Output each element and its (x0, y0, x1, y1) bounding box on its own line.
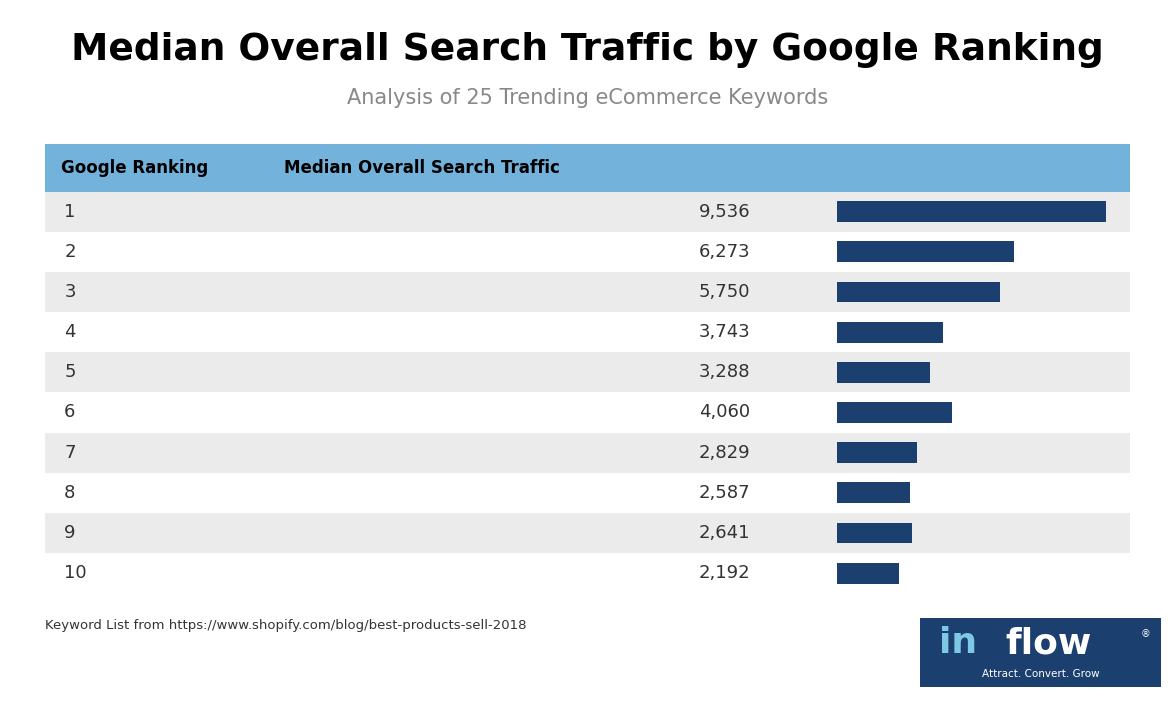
Text: 7: 7 (65, 444, 75, 462)
Text: Keyword List from https://www.shopify.com/blog/best-products-sell-2018: Keyword List from https://www.shopify.co… (45, 619, 526, 633)
Text: Google Ranking: Google Ranking (61, 159, 208, 177)
Text: 2,829: 2,829 (699, 444, 751, 462)
Text: ®: ® (1141, 629, 1150, 640)
Text: 5,750: 5,750 (699, 283, 751, 301)
Text: 1: 1 (65, 203, 75, 220)
Text: 4: 4 (65, 323, 75, 341)
Text: Analysis of 25 Trending eCommerce Keywords: Analysis of 25 Trending eCommerce Keywor… (347, 88, 828, 107)
Text: flow: flow (1006, 626, 1092, 660)
Text: 9,536: 9,536 (699, 203, 751, 220)
Text: 10: 10 (65, 564, 87, 582)
Text: 2,641: 2,641 (699, 524, 751, 542)
Bar (838, 482, 911, 503)
Text: in: in (939, 626, 978, 660)
Bar (838, 362, 931, 383)
Text: 3: 3 (65, 283, 75, 301)
Bar (838, 563, 899, 583)
Bar (838, 322, 942, 343)
Bar (838, 282, 1000, 303)
Text: 3,743: 3,743 (699, 323, 751, 341)
Text: Median Overall Search Traffic: Median Overall Search Traffic (283, 159, 559, 177)
Bar (838, 522, 912, 543)
Text: Median Overall Search Traffic by Google Ranking: Median Overall Search Traffic by Google … (72, 32, 1103, 67)
Bar (838, 201, 1107, 222)
Text: 8: 8 (65, 484, 75, 502)
Bar (838, 442, 918, 463)
Bar (838, 402, 952, 423)
Bar (838, 241, 1014, 263)
Text: 6,273: 6,273 (699, 243, 751, 261)
Text: 6: 6 (65, 404, 75, 421)
Text: 2: 2 (65, 243, 75, 261)
Text: 3,288: 3,288 (699, 364, 751, 381)
Text: Attract. Convert. Grow: Attract. Convert. Grow (981, 669, 1100, 679)
Text: 2,192: 2,192 (699, 564, 751, 582)
Text: 4,060: 4,060 (699, 404, 751, 421)
Text: 2,587: 2,587 (699, 484, 751, 502)
Text: 5: 5 (65, 364, 75, 381)
Text: 9: 9 (65, 524, 75, 542)
